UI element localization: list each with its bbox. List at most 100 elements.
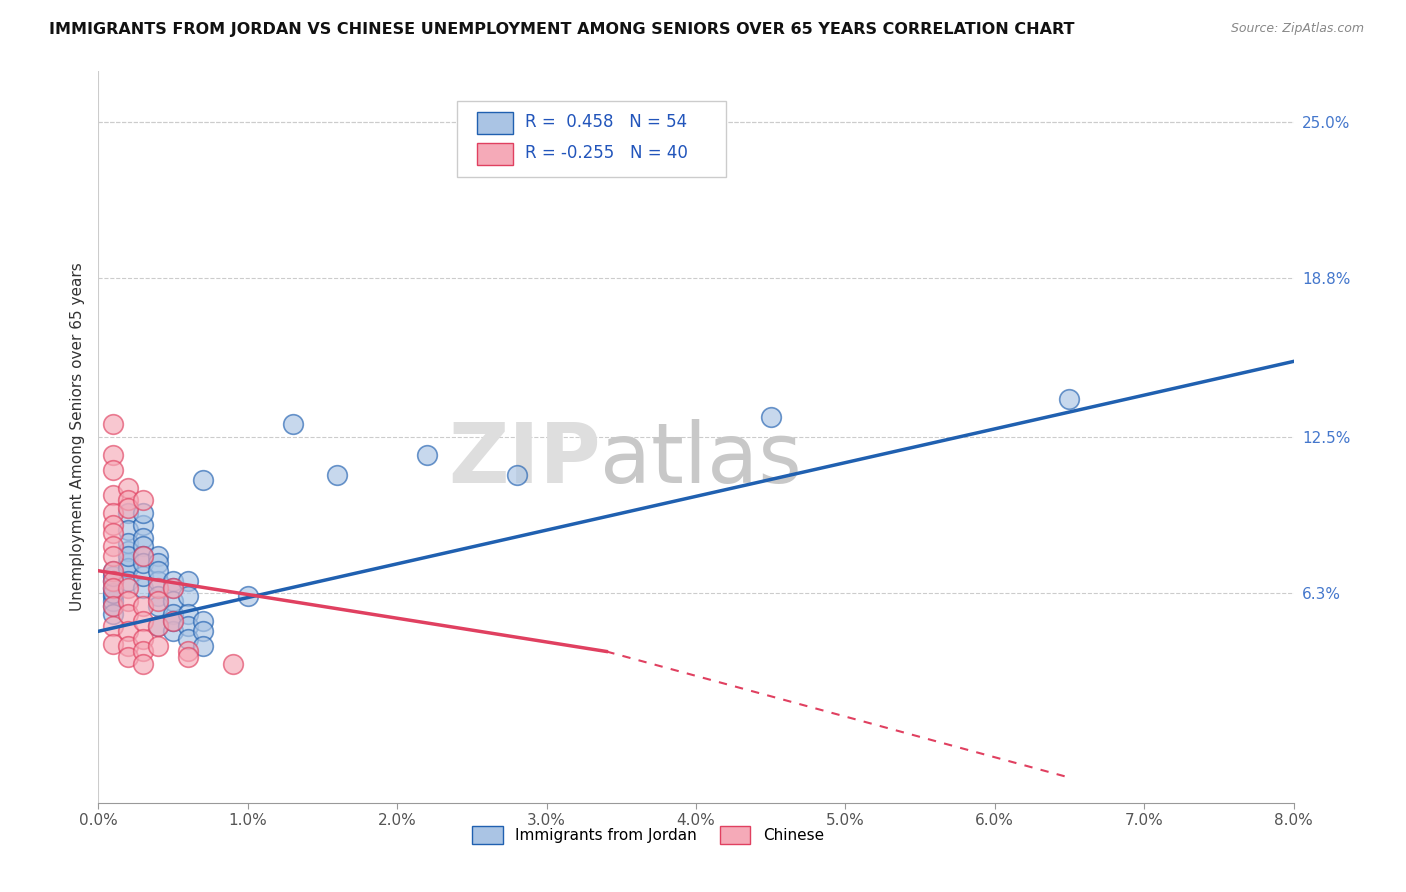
- Point: [148, 640, 170, 654]
- Point: [103, 599, 125, 613]
- Point: [506, 467, 529, 482]
- Point: [162, 574, 184, 588]
- Point: [162, 614, 184, 628]
- Point: [132, 518, 155, 533]
- Point: [132, 599, 155, 613]
- Point: [103, 448, 125, 462]
- Point: [103, 574, 125, 588]
- Point: [117, 624, 139, 639]
- Point: [162, 614, 184, 628]
- Point: [117, 549, 139, 563]
- Point: [117, 556, 139, 570]
- Text: R =  0.458   N = 54: R = 0.458 N = 54: [524, 112, 688, 131]
- Point: [222, 657, 245, 671]
- Point: [103, 582, 125, 596]
- Point: [177, 619, 200, 633]
- Point: [117, 506, 139, 520]
- Point: [103, 518, 125, 533]
- Point: [148, 574, 170, 588]
- Point: [103, 549, 125, 563]
- Point: [177, 589, 200, 603]
- Point: [132, 549, 155, 563]
- Point: [103, 599, 125, 613]
- Point: [191, 640, 214, 654]
- Point: [148, 589, 170, 603]
- Point: [117, 607, 139, 621]
- Point: [236, 589, 259, 603]
- Point: [117, 561, 139, 575]
- Point: [132, 531, 155, 545]
- Point: [117, 524, 139, 538]
- Point: [162, 607, 184, 621]
- Point: [132, 506, 155, 520]
- Point: [132, 614, 155, 628]
- Point: [326, 467, 349, 482]
- Point: [103, 574, 125, 588]
- Text: atlas: atlas: [600, 418, 801, 500]
- Point: [759, 409, 782, 424]
- Point: [191, 614, 214, 628]
- Point: [103, 564, 125, 578]
- Point: [148, 549, 170, 563]
- Point: [132, 549, 155, 563]
- Point: [117, 536, 139, 550]
- Point: [117, 500, 139, 515]
- Point: [162, 582, 184, 596]
- Text: ZIP: ZIP: [449, 418, 600, 500]
- Point: [117, 481, 139, 495]
- Point: [132, 657, 155, 671]
- Point: [103, 506, 125, 520]
- Y-axis label: Unemployment Among Seniors over 65 years: Unemployment Among Seniors over 65 years: [69, 263, 84, 611]
- Point: [177, 632, 200, 646]
- Point: [148, 599, 170, 613]
- Point: [117, 649, 139, 664]
- Point: [103, 525, 125, 540]
- Point: [162, 624, 184, 639]
- Point: [103, 463, 125, 477]
- Text: Source: ZipAtlas.com: Source: ZipAtlas.com: [1230, 22, 1364, 36]
- Point: [416, 448, 439, 462]
- Point: [103, 589, 125, 603]
- Point: [103, 582, 125, 596]
- Point: [117, 582, 139, 596]
- Point: [117, 543, 139, 558]
- Point: [132, 644, 155, 658]
- Point: [117, 574, 139, 588]
- Point: [103, 607, 125, 621]
- Point: [132, 632, 155, 646]
- Point: [132, 493, 155, 508]
- Point: [132, 582, 155, 596]
- Point: [148, 582, 170, 596]
- Text: IMMIGRANTS FROM JORDAN VS CHINESE UNEMPLOYMENT AMONG SENIORS OVER 65 YEARS CORRE: IMMIGRANTS FROM JORDAN VS CHINESE UNEMPL…: [49, 22, 1074, 37]
- Point: [177, 607, 200, 621]
- Point: [132, 569, 155, 583]
- Point: [132, 556, 155, 570]
- Point: [103, 586, 125, 600]
- Point: [148, 619, 170, 633]
- Point: [103, 539, 125, 553]
- Bar: [477, 143, 513, 165]
- Point: [1059, 392, 1081, 407]
- Text: R = -0.255   N = 40: R = -0.255 N = 40: [524, 145, 688, 162]
- Point: [103, 594, 125, 608]
- Point: [148, 564, 170, 578]
- Point: [148, 619, 170, 633]
- Point: [117, 640, 139, 654]
- Point: [177, 649, 200, 664]
- Point: [162, 594, 184, 608]
- Point: [148, 594, 170, 608]
- Point: [103, 417, 125, 432]
- Point: [103, 637, 125, 651]
- Point: [103, 488, 125, 502]
- Point: [132, 539, 155, 553]
- Point: [281, 417, 304, 432]
- Point: [191, 473, 214, 487]
- Point: [191, 624, 214, 639]
- Point: [103, 619, 125, 633]
- Bar: [477, 112, 513, 134]
- Point: [103, 564, 125, 578]
- Point: [148, 556, 170, 570]
- FancyBboxPatch shape: [457, 101, 725, 178]
- Legend: Immigrants from Jordan, Chinese: Immigrants from Jordan, Chinese: [467, 820, 830, 850]
- Point: [117, 594, 139, 608]
